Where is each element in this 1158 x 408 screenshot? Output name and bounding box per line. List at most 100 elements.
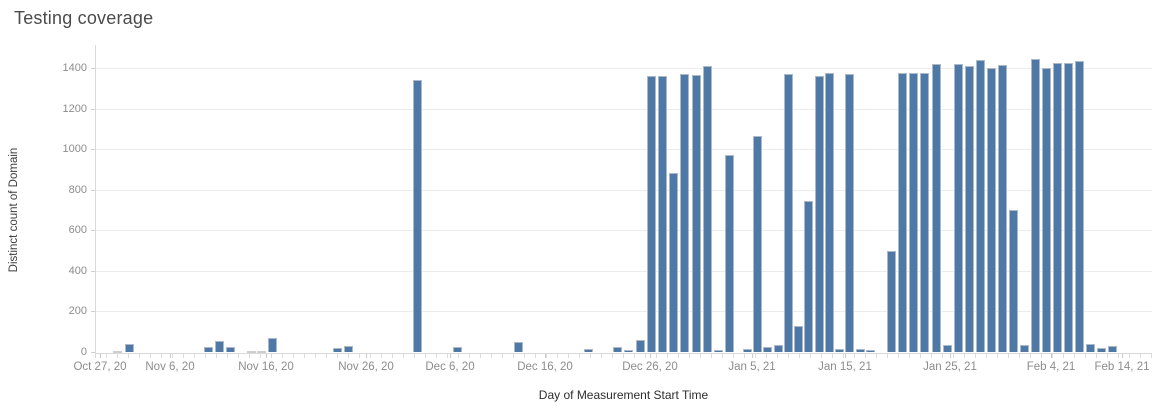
x-tick-label: Nov 6, 20 [145,361,195,373]
x-axis-tick [170,354,171,358]
bar[interactable] [247,351,256,353]
bar[interactable] [1053,63,1062,352]
bar[interactable] [1042,68,1051,352]
x-axis-tick [650,354,651,358]
y-axis-tick [91,149,95,151]
bar[interactable] [753,136,762,352]
y-axis-tick [91,189,95,191]
bar[interactable] [636,340,645,352]
bar[interactable] [815,76,824,352]
bar[interactable] [624,350,633,352]
bar[interactable] [1020,345,1029,352]
x-axis-tick [845,354,846,358]
bar[interactable] [954,64,963,352]
bar[interactable] [215,341,224,352]
x-tick-label: Feb 14, 21 [1094,361,1150,373]
bar[interactable] [613,347,622,352]
x-axis-title: Day of Measurement Start Time [538,388,709,402]
bar[interactable] [932,64,941,352]
bar[interactable] [909,73,918,352]
y-tick-label: 400 [68,264,87,277]
bar[interactable] [866,350,875,352]
x-axis-line [95,353,1152,354]
bar[interactable] [743,349,752,352]
bar[interactable] [965,66,974,352]
gridline [95,189,1152,191]
bar[interactable] [514,342,523,352]
x-tick-label: Jan 15, 21 [818,361,872,373]
x-tick-label: Oct 27, 20 [73,361,127,373]
y-tick-label: 600 [68,224,87,237]
bar[interactable] [763,347,772,352]
bar[interactable] [1075,61,1084,352]
bar[interactable] [825,73,834,352]
bar[interactable] [794,326,803,352]
y-axis-tick [91,230,95,232]
bar[interactable] [835,349,844,352]
bar[interactable] [658,76,667,352]
y-axis-tick [91,270,95,272]
bar[interactable] [680,74,689,352]
bar[interactable] [987,68,996,352]
bar[interactable] [113,351,122,353]
x-tick-label: Dec 6, 20 [425,361,475,373]
bar[interactable] [725,155,734,352]
bar[interactable] [784,74,793,352]
bar[interactable] [703,66,712,352]
x-axis-tick [266,354,267,358]
y-tick-label: 800 [68,183,87,196]
y-axis-tick [91,352,95,353]
gridline [95,108,1152,110]
y-axis-tick [91,108,95,110]
bar[interactable] [1086,344,1095,352]
y-axis-title: Distinct count of Domain [8,147,20,273]
x-axis-minor-ticks [95,354,1152,358]
bar[interactable] [268,338,277,352]
bar[interactable] [998,65,1007,352]
x-tick-label: Jan 5, 21 [728,361,776,373]
bar[interactable] [344,346,353,352]
gridline [95,149,1152,151]
y-tick-label: 0 [80,346,87,358]
bar[interactable] [257,351,266,353]
x-axis-tick [366,354,367,358]
bar[interactable] [584,349,593,352]
x-tick-label: Dec 26, 20 [622,361,678,373]
bar[interactable] [453,347,462,352]
bar[interactable] [1031,59,1040,352]
x-tick-label: Dec 16, 20 [517,361,573,373]
bar[interactable] [804,201,813,352]
bar[interactable] [845,74,854,352]
bar[interactable] [1009,210,1018,352]
bar[interactable] [1108,346,1117,352]
bar[interactable] [887,251,896,352]
x-axis-tick [1051,354,1052,358]
bar[interactable] [413,80,422,352]
bar[interactable] [669,173,678,352]
bar[interactable] [1097,348,1106,352]
bar[interactable] [714,350,723,352]
x-axis-tick [950,354,951,358]
bar[interactable] [976,60,985,352]
gridline [95,311,1152,313]
bar[interactable] [856,349,865,352]
bar[interactable] [125,344,134,352]
bar[interactable] [774,345,783,352]
gridline [95,270,1152,272]
bar[interactable] [920,73,929,352]
x-tick-label: Feb 4, 21 [1026,361,1076,373]
bar[interactable] [943,345,952,352]
bar[interactable] [898,73,907,352]
bar[interactable] [1064,63,1073,352]
gridline [95,230,1152,232]
bar[interactable] [692,75,701,352]
x-axis-tick [450,354,451,358]
bar[interactable] [204,347,213,352]
x-axis-tick [100,354,101,358]
bar[interactable] [333,348,342,352]
bar[interactable] [226,347,235,352]
x-axis-tick [752,354,753,358]
bar[interactable] [647,76,656,352]
x-axis-tick [1122,354,1123,358]
